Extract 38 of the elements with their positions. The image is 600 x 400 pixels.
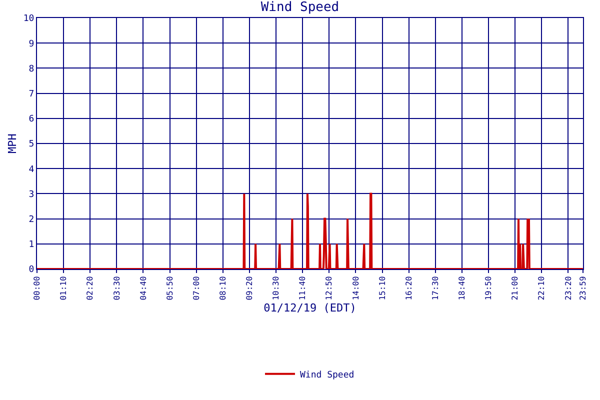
x-tick-label: 14:00 (351, 276, 360, 300)
y-tick-label: 6 (28, 114, 34, 125)
x-tick-label: 19:50 (484, 276, 494, 300)
x-tick-label: 08:10 (218, 276, 228, 300)
y-tick-label: 2 (28, 214, 34, 225)
x-tick-label: 10:30 (272, 276, 281, 300)
x-tick-label: 18:40 (458, 276, 467, 300)
x-tick-label: 04:40 (138, 276, 148, 300)
x-tick-label: 02:20 (86, 276, 95, 300)
x-tick-label: 07:00 (192, 276, 201, 300)
y-tick-label: 9 (28, 39, 34, 50)
x-tick-label: 09:20 (245, 276, 254, 300)
y-tick-label: 1 (28, 240, 34, 250)
x-tick-label: 23:20 (564, 276, 573, 300)
y-axis-title: MPH (6, 134, 20, 154)
y-tick-label: 0 (28, 265, 34, 276)
x-tick-label: 17:30 (431, 276, 440, 300)
x-tick-label: 22:10 (537, 276, 546, 300)
y-tick-label: 7 (28, 89, 34, 100)
x-tick-label: 12:50 (324, 276, 334, 300)
line-series (37, 192, 583, 269)
x-axis-title: 01/12/19 (EDT) (264, 301, 356, 314)
chart-title: Wind Speed (260, 0, 340, 16)
legend-label: Wind Speed (300, 370, 354, 380)
y-tick-label: 3 (28, 190, 34, 200)
x-tick-label: 23:59 (578, 276, 588, 300)
x-tick-label: 11:40 (298, 276, 308, 300)
x-tick-label: 00:00 (32, 276, 42, 300)
x-tick-label: 15:10 (378, 276, 387, 300)
x-tick-label: 05:50 (165, 276, 174, 300)
x-tick-label: 01:10 (59, 276, 68, 300)
x-tick-label: 03:30 (112, 276, 122, 300)
y-tick-label: 4 (28, 164, 34, 175)
y-tick-label: 10 (23, 14, 34, 24)
y-tick-label: 5 (28, 140, 34, 150)
x-tick-label: 16:20 (404, 276, 414, 300)
x-tick-label: 21:00 (510, 276, 520, 300)
y-tick-label: 8 (28, 64, 34, 74)
